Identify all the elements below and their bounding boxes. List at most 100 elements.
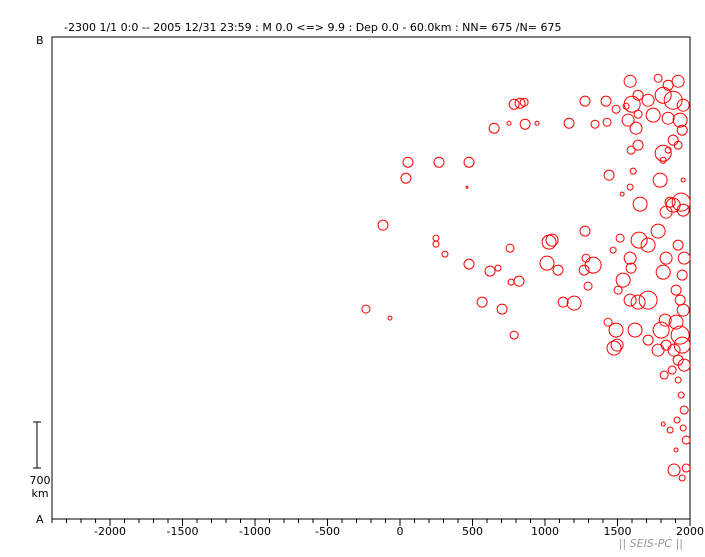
quake-point: [673, 416, 681, 424]
quake-point: [361, 304, 371, 314]
quake-point: [441, 250, 449, 258]
scale-unit: km: [31, 487, 48, 500]
quake-point: [670, 325, 690, 345]
x-tick-label: -1000: [239, 525, 271, 538]
quake-point: [463, 258, 475, 270]
scale-label: 700: [30, 474, 51, 487]
quake-point: [602, 117, 612, 127]
quake-point: [608, 322, 624, 338]
quake-point: [566, 295, 582, 311]
quake-point: [505, 243, 515, 253]
quake-point: [633, 109, 643, 119]
quake-point: [677, 391, 685, 399]
quake-point: [632, 139, 644, 151]
quake-point: [579, 95, 591, 107]
quake-point: [671, 74, 685, 88]
quake-point: [545, 233, 559, 247]
quake-point: [579, 225, 591, 237]
quake-point: [615, 233, 625, 243]
quake-point: [484, 265, 496, 277]
quake-point: [465, 185, 469, 189]
quake-point: [519, 97, 529, 107]
quake-point: [603, 169, 615, 181]
quake-point: [433, 156, 445, 168]
quake-point: [676, 303, 690, 317]
quake-point: [494, 264, 502, 272]
quake-point: [664, 196, 676, 208]
quake-point: [625, 262, 637, 274]
quake-point: [680, 177, 686, 183]
y-end-label: B: [36, 34, 44, 47]
quake-point: [638, 290, 658, 310]
quake-point: [621, 113, 635, 127]
x-tick-label: 1000: [531, 525, 559, 538]
quake-point: [619, 191, 625, 197]
quake-point: [626, 183, 634, 191]
x-tick-label: 1500: [604, 525, 632, 538]
quake-point: [640, 237, 656, 253]
quake-point: [623, 251, 637, 265]
quake-point: [659, 156, 667, 164]
quake-point: [377, 219, 389, 231]
quake-point: [678, 474, 686, 482]
quake-point: [679, 405, 689, 415]
quake-point: [630, 231, 648, 249]
quake-point: [676, 98, 690, 112]
quake-point: [673, 336, 691, 354]
quake-point: [513, 275, 525, 287]
quake-point: [658, 313, 672, 327]
quake-point: [583, 281, 593, 291]
quake-point: [557, 296, 569, 308]
quake-point: [603, 317, 613, 327]
quake-point: [662, 79, 674, 91]
quake-point: [508, 98, 520, 110]
quake-point: [677, 251, 691, 265]
quake-point: [387, 315, 393, 321]
quake-point: [653, 73, 663, 83]
quake-point: [463, 156, 475, 168]
quake-point: [534, 120, 540, 126]
quake-point: [664, 146, 672, 154]
quake-point: [676, 203, 690, 217]
quake-point: [600, 95, 612, 107]
quake-point: [660, 339, 672, 351]
quake-point: [673, 140, 683, 150]
quake-point: [660, 421, 666, 427]
quake-point: [679, 424, 687, 432]
quake-point: [629, 167, 637, 175]
quake-point: [659, 205, 673, 219]
quake-point: [674, 376, 682, 384]
quake-point: [666, 426, 674, 434]
x-tick-label: -500: [315, 525, 340, 538]
quake-point: [654, 144, 672, 162]
quake-point: [651, 343, 665, 357]
quake-point: [681, 435, 691, 445]
x-tick-label: -2000: [94, 525, 126, 538]
quake-point: [673, 447, 679, 453]
quake-point: [663, 90, 683, 110]
quake-point: [615, 272, 631, 288]
quake-point: [670, 284, 682, 296]
quake-point: [667, 463, 681, 477]
quake-point: [507, 278, 515, 286]
quake-point: [676, 124, 688, 136]
quake-point: [659, 251, 673, 265]
quake-point: [641, 93, 655, 107]
x-tick-label: 0: [397, 525, 404, 538]
quake-point: [606, 340, 622, 356]
quake-point: [609, 246, 617, 254]
quake-point: [671, 192, 691, 212]
quake-point: [652, 321, 670, 339]
x-tick-label: 2000: [676, 525, 704, 538]
quake-point: [613, 285, 623, 295]
quake-point: [476, 296, 488, 308]
quake-point: [563, 117, 575, 129]
quake-point: [622, 102, 630, 110]
quake-point: [652, 172, 668, 188]
quake-point: [623, 74, 637, 88]
quake-point: [661, 111, 675, 125]
x-tick-label: 500: [462, 525, 483, 538]
quake-point: [681, 463, 691, 473]
quake-point: [659, 370, 669, 380]
